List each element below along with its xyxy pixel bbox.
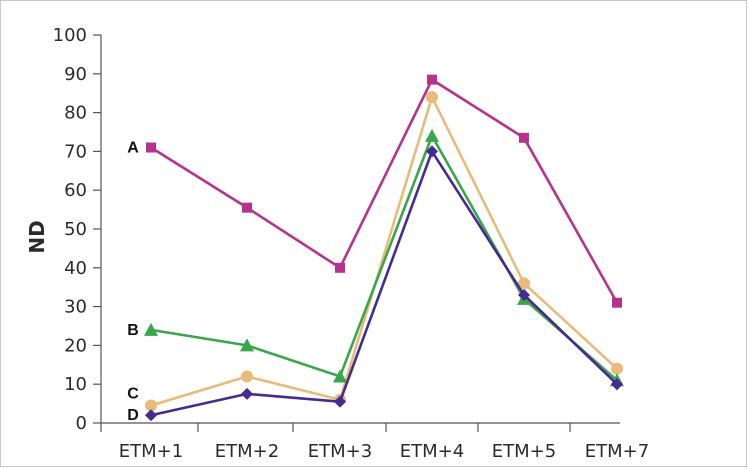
data-point-triangle — [425, 128, 439, 142]
y-tick-label: 0 — [76, 413, 87, 434]
data-point-square — [335, 262, 345, 273]
y-tick-label: 60 — [64, 180, 87, 201]
y-tick-label: 40 — [64, 258, 87, 279]
series-line-a — [150, 78, 619, 304]
y-tick-label: 50 — [64, 219, 87, 240]
data-point-square — [612, 297, 622, 308]
data-point-square — [519, 132, 529, 143]
y-tick-label: 30 — [64, 297, 87, 318]
series-a — [146, 74, 622, 308]
data-point-triangle — [333, 369, 347, 383]
data-point-diamond — [611, 378, 623, 391]
data-point-triangle — [144, 322, 158, 336]
series-label-c: C — [127, 386, 139, 403]
data-point-circle — [145, 399, 157, 412]
data-point-diamond — [334, 395, 346, 408]
data-point-circle — [241, 370, 253, 383]
y-tick-label: 80 — [64, 103, 87, 124]
data-point-diamond — [518, 288, 530, 301]
y-tick-label: 10 — [64, 374, 87, 395]
y-tick-label: 70 — [64, 141, 87, 162]
y-axis-title: ND — [25, 220, 49, 253]
series-line-b — [150, 134, 618, 382]
y-tick-label: 90 — [64, 64, 87, 85]
series-label-a: A — [127, 140, 139, 157]
series-label-d: D — [127, 407, 139, 424]
x-tick-label: ETM+2 — [215, 441, 279, 462]
x-tick-label: ETM+4 — [400, 441, 464, 462]
series-group — [144, 74, 624, 422]
data-point-square — [427, 74, 437, 85]
data-point-square — [146, 142, 156, 153]
series-c — [145, 91, 623, 412]
data-point-square — [242, 202, 252, 213]
data-point-circle — [518, 277, 530, 290]
series-label-b: B — [127, 322, 139, 339]
axes-group: 0 10 20 30 40 50 60 70 80 90 100 ETM+1 ETM+2 ETM+3 ETM… — [25, 25, 649, 462]
x-tick-label: ETM+3 — [308, 441, 372, 462]
y-tick-label: 100 — [53, 25, 87, 46]
series-d — [145, 145, 623, 422]
x-tick-label: ETM+5 — [492, 441, 556, 462]
data-point-circle — [426, 91, 438, 104]
series-line-c — [150, 95, 618, 407]
x-tick-label: ETM+1 — [119, 441, 183, 462]
data-point-diamond — [426, 145, 438, 158]
series-labels-group: A B CD — [127, 140, 139, 425]
data-point-triangle — [240, 338, 254, 352]
y-tick-label: 20 — [64, 335, 87, 356]
data-point-diamond — [241, 387, 253, 400]
series-line-d — [150, 150, 618, 417]
data-point-circle — [611, 362, 623, 375]
x-tick-label: ETM+7 — [585, 441, 649, 462]
data-point-diamond — [145, 409, 157, 422]
